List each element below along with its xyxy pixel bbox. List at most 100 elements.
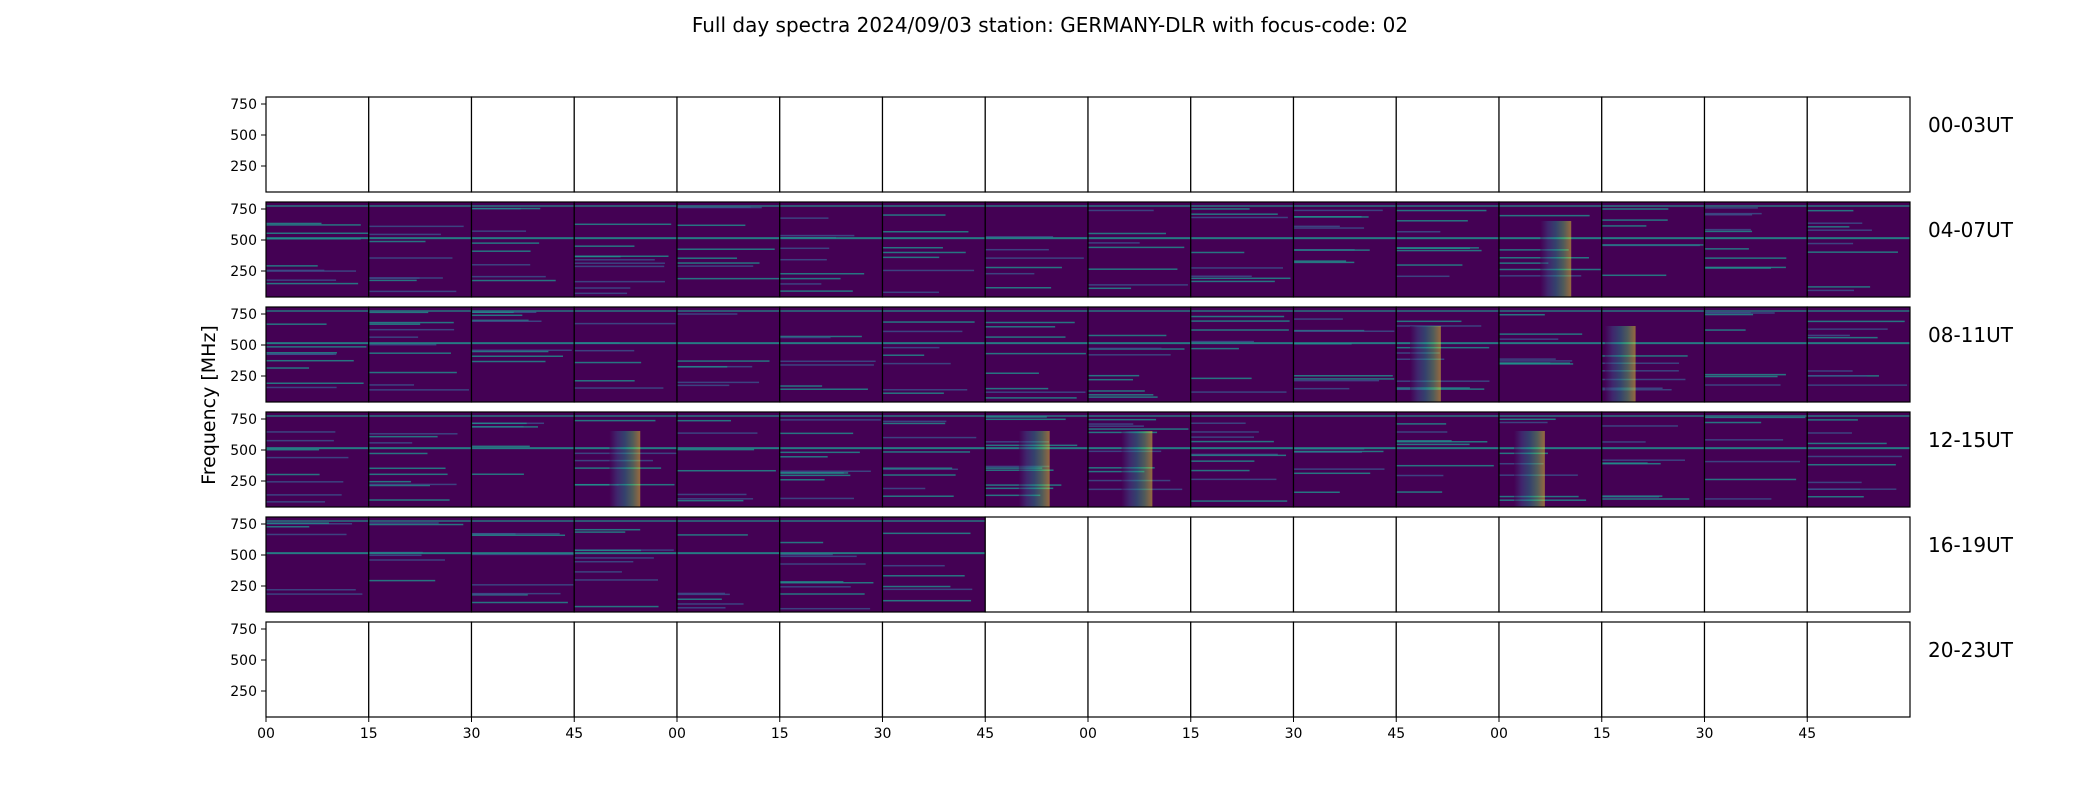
band-line <box>368 415 472 417</box>
rfi-line <box>1190 431 1259 433</box>
rfi-line <box>1601 274 1667 277</box>
x-tick-label: 15 <box>771 726 789 742</box>
rfi-line <box>985 391 1086 393</box>
rfi-line <box>266 269 325 272</box>
rfi-line <box>471 593 525 596</box>
rfi-line <box>266 431 336 433</box>
band-line <box>1499 205 1602 207</box>
spectrum-panel <box>882 202 986 297</box>
y-tick-label: 750 <box>230 307 257 323</box>
rfi-line <box>574 549 641 552</box>
rfi-line <box>779 474 851 477</box>
y-tick-label: 500 <box>230 653 257 669</box>
rfi-line <box>1601 459 1685 461</box>
rfi-line <box>574 322 676 325</box>
rfi-line <box>1396 431 1448 433</box>
spectra-row: 750 500 250 04-07UT <box>230 201 2014 298</box>
rfi-line <box>1088 347 1162 350</box>
rfi-line <box>1807 328 1888 330</box>
band-line <box>1088 415 1191 417</box>
rfi-line <box>1293 225 1340 228</box>
empty-panel <box>1601 622 1705 717</box>
rfi-line <box>779 563 866 565</box>
empty-panel <box>1704 622 1808 717</box>
panel-frame <box>1806 96 1911 193</box>
rfi-line <box>1088 394 1154 396</box>
band-line <box>1396 342 1499 345</box>
rfi-line <box>1190 315 1285 318</box>
rfi-line <box>471 350 549 353</box>
x-tick-label: 30 <box>463 726 481 742</box>
rfi-line <box>266 279 337 281</box>
band-line <box>985 205 1088 207</box>
band-line <box>779 552 883 555</box>
rfi-line <box>1601 219 1668 221</box>
rfi-line <box>1704 498 1772 500</box>
y-tick-label: 500 <box>230 548 257 564</box>
rfi-line <box>471 601 568 604</box>
rfi-line <box>882 362 951 365</box>
rfi-line <box>1396 247 1470 249</box>
y-tick-label: 250 <box>230 684 257 700</box>
rfi-line <box>1293 472 1371 475</box>
band-line <box>266 447 369 450</box>
rfi-line <box>1088 396 1158 398</box>
empty-panel <box>1293 97 1397 192</box>
rfi-line <box>471 230 527 232</box>
rfi-line <box>1396 346 1490 349</box>
rfi-line <box>368 321 454 324</box>
rfi-line <box>779 258 827 261</box>
rfi-line <box>471 553 574 556</box>
rfi-line <box>779 385 823 387</box>
band-line <box>985 415 1088 417</box>
band-line <box>471 237 575 240</box>
rfi-line <box>266 501 326 503</box>
band-line <box>368 342 472 345</box>
rfi-line <box>1807 442 1887 445</box>
rfi-line <box>1807 488 1897 490</box>
band-line <box>1704 447 1808 450</box>
empty-panel <box>574 622 677 717</box>
empty-panel <box>1704 517 1808 612</box>
band-line <box>266 205 369 207</box>
band-line <box>1601 415 1705 417</box>
rfi-line <box>882 588 973 591</box>
rfi-line <box>1396 440 1452 442</box>
rfi-line <box>882 214 946 216</box>
rfi-line <box>266 439 334 442</box>
band-line <box>471 415 575 417</box>
rfi-line <box>471 314 523 317</box>
rfi-line <box>985 494 1041 497</box>
rfi-line <box>1396 423 1447 425</box>
band-line <box>779 205 883 207</box>
rfi-line <box>985 287 1052 289</box>
empty-panel <box>368 622 472 717</box>
band-line <box>882 447 986 450</box>
rfi-line <box>1088 428 1189 430</box>
rfi-line <box>1601 388 1672 391</box>
band-line <box>1704 237 1808 240</box>
rfi-line <box>1396 491 1443 493</box>
rfi-line <box>1396 320 1462 323</box>
rfi-line <box>368 522 439 524</box>
rfi-line <box>471 275 546 278</box>
spectrum-panel <box>1807 202 1910 297</box>
rfi-line <box>1601 362 1680 364</box>
rfi-line <box>368 233 441 236</box>
rfi-line <box>368 343 437 346</box>
spectrum-panel <box>471 412 575 507</box>
rfi-line <box>1807 481 1862 484</box>
rfi-line <box>779 364 874 366</box>
rfi-line <box>574 349 635 352</box>
rfi-line <box>1807 432 1852 434</box>
empty-panel <box>266 622 369 717</box>
rfi-line <box>779 586 851 588</box>
rfi-line <box>677 206 751 208</box>
rfi-line <box>1190 391 1287 393</box>
band-line <box>1293 310 1397 312</box>
rfi-line <box>574 531 626 533</box>
band-line <box>1190 310 1294 312</box>
rfi-line <box>368 311 429 314</box>
band-line <box>1088 310 1191 312</box>
